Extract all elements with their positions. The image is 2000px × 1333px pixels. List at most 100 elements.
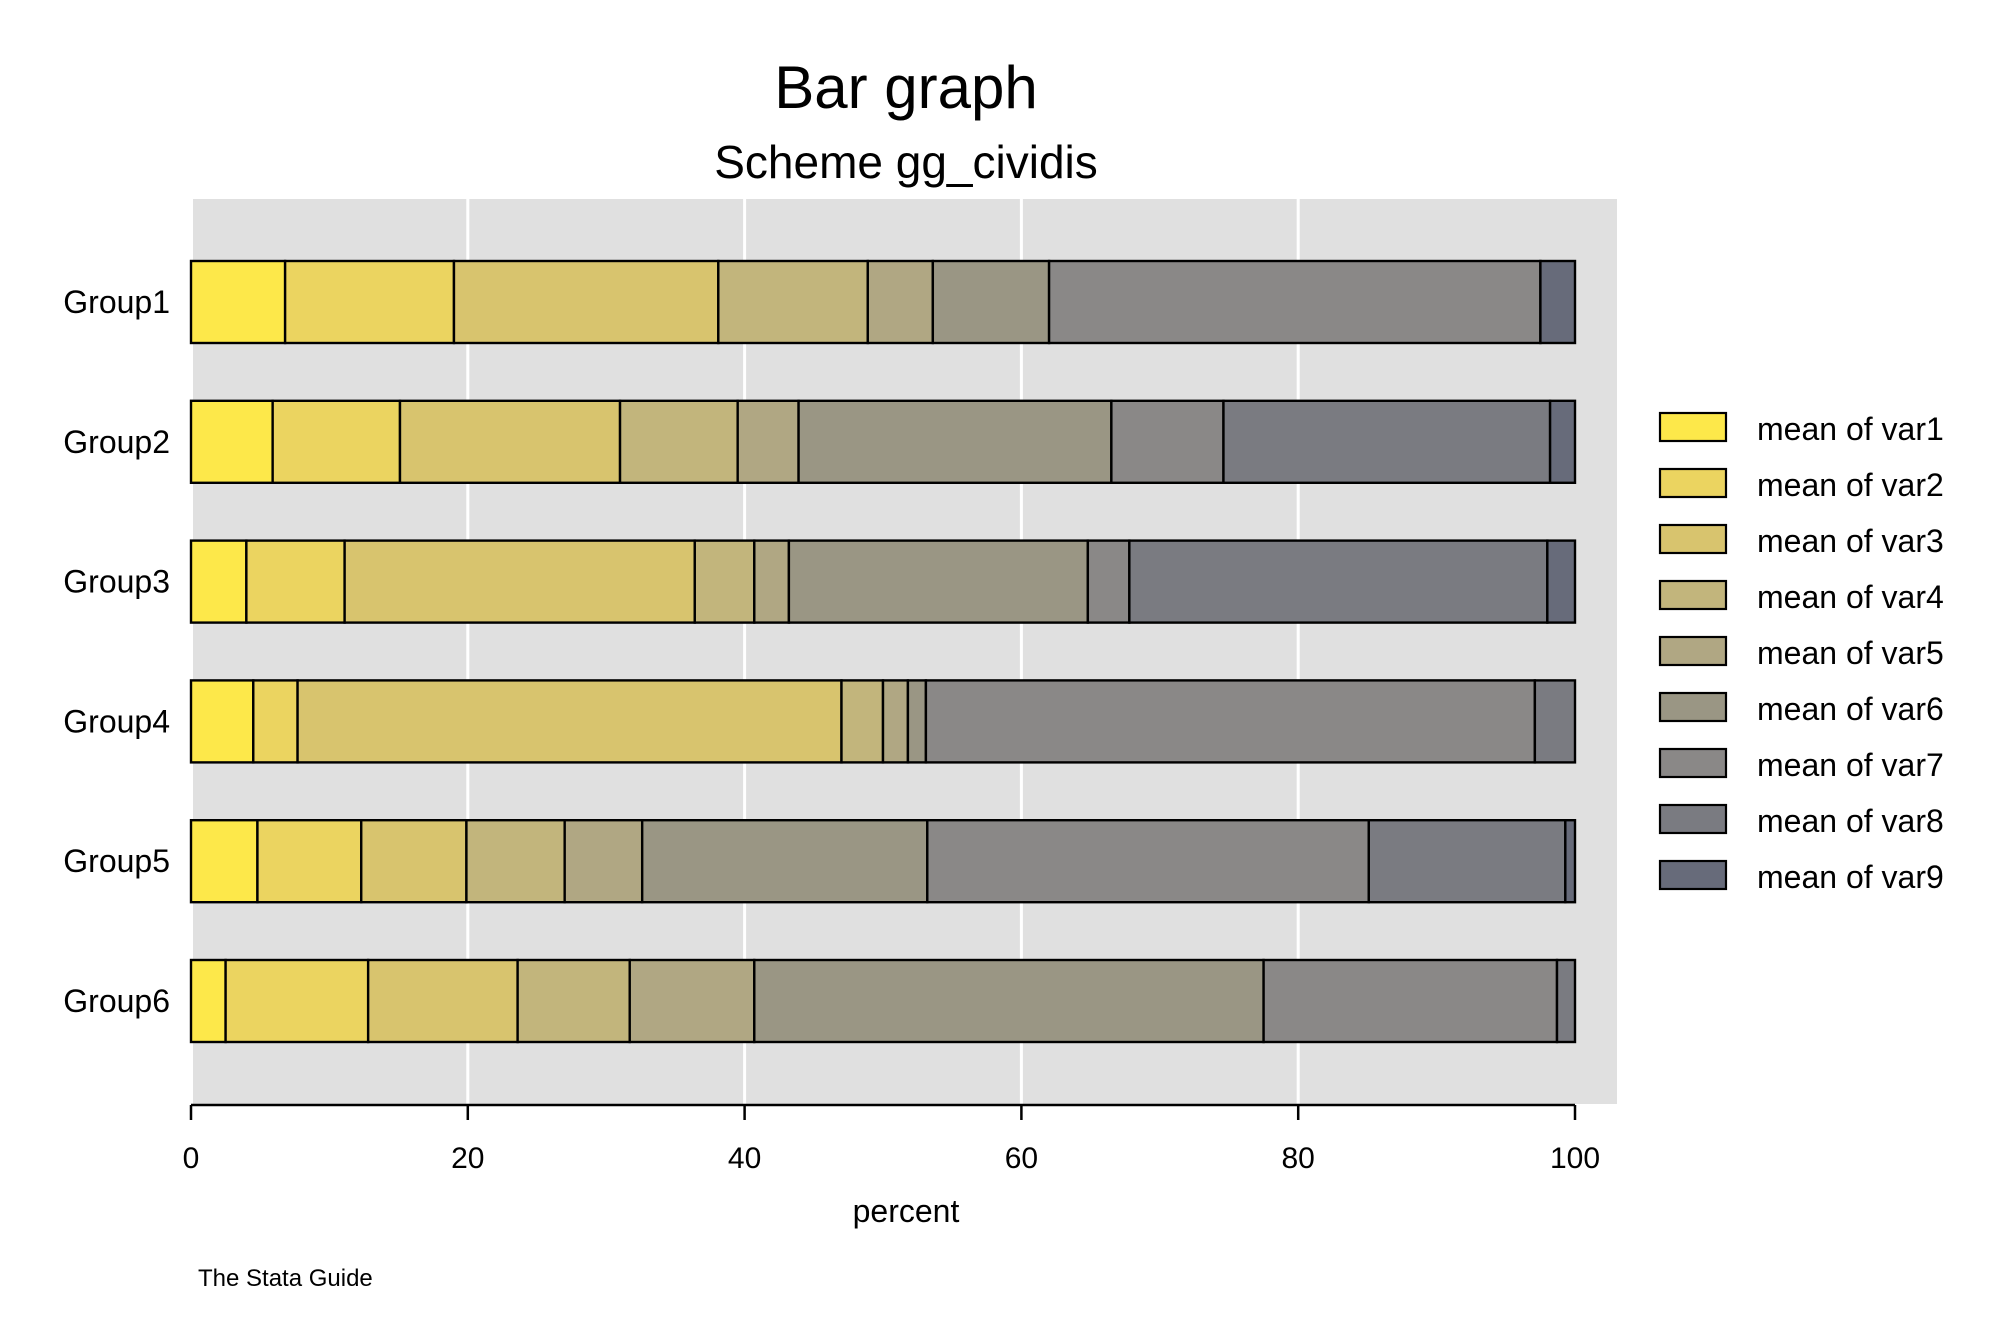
legend-swatch bbox=[1658, 747, 1728, 779]
bar-segment-var3 bbox=[296, 679, 843, 764]
category-labels: Group1 Group2 Group3 Group4 Group5 Group6 bbox=[63, 284, 170, 1019]
grid-lines bbox=[466, 199, 1300, 1104]
chart-subtitle: Scheme gg_cividis bbox=[714, 136, 1098, 188]
x-tick-label: 100 bbox=[1550, 1142, 1600, 1175]
legend-item: mean of var1 bbox=[1658, 411, 1944, 447]
bar-segment-var3 bbox=[452, 259, 720, 345]
bar-segment-var3 bbox=[360, 819, 468, 904]
bar-segment-var7 bbox=[1262, 958, 1559, 1044]
legend-item: mean of var2 bbox=[1658, 467, 1944, 503]
legend-item: mean of var8 bbox=[1658, 803, 1944, 839]
bar-segment-var8 bbox=[1533, 679, 1577, 764]
legend-item: mean of var4 bbox=[1658, 579, 1944, 615]
legend-item: mean of var3 bbox=[1658, 523, 1944, 559]
bar-segment-var7 bbox=[1047, 259, 1542, 345]
legend-item: mean of var6 bbox=[1658, 691, 1944, 727]
x-axis-ticks: 0 20 40 60 80 100 bbox=[183, 1105, 1600, 1175]
bar-stack-group5 bbox=[189, 819, 1577, 904]
legend-label: mean of var6 bbox=[1757, 691, 1944, 727]
bar-segment-var1 bbox=[189, 958, 227, 1044]
legend-label: mean of var1 bbox=[1757, 411, 1944, 447]
bar-segment-var6 bbox=[787, 539, 1090, 624]
bar-segment-var1 bbox=[189, 539, 248, 624]
bar-segment-var6 bbox=[906, 679, 928, 764]
bar-stacks bbox=[189, 259, 1577, 1044]
bar-segment-var7 bbox=[926, 819, 1370, 904]
bar-segment-var5 bbox=[736, 399, 800, 484]
legend-swatch bbox=[1658, 635, 1728, 667]
bar-segment-var3 bbox=[398, 399, 622, 484]
legend-label: mean of var4 bbox=[1757, 579, 1944, 615]
category-label: Group6 bbox=[63, 983, 170, 1019]
bar-segment-var6 bbox=[931, 259, 1051, 345]
legend-swatch bbox=[1658, 411, 1728, 443]
legend-swatch bbox=[1658, 859, 1728, 891]
bar-segment-var4 bbox=[840, 679, 885, 764]
bar-segment-var6 bbox=[797, 399, 1113, 484]
x-axis-label: percent bbox=[853, 1193, 960, 1229]
bar-stack-group4 bbox=[189, 679, 1577, 764]
bar-segment-var5 bbox=[753, 539, 791, 624]
legend-label: mean of var7 bbox=[1757, 747, 1944, 783]
bar-stack-group6 bbox=[189, 958, 1577, 1044]
bar-segment-var1 bbox=[189, 819, 259, 904]
legend: mean of var1 mean of var2 mean of var3 mean… bbox=[1658, 411, 1944, 895]
bar-segment-var7 bbox=[1110, 399, 1225, 484]
bar-segment-var2 bbox=[283, 259, 456, 345]
bar-stack-group3 bbox=[189, 539, 1577, 624]
bar-segment-var8 bbox=[1128, 539, 1549, 624]
legend-label: mean of var5 bbox=[1757, 635, 1944, 671]
bar-segment-var8 bbox=[1555, 958, 1577, 1044]
bar-segment-var5 bbox=[628, 958, 756, 1044]
bar-segment-var8 bbox=[1367, 819, 1567, 904]
bar-segment-var4 bbox=[717, 259, 869, 345]
category-label: Group4 bbox=[63, 703, 170, 739]
category-label: Group1 bbox=[63, 284, 170, 320]
legend-label: mean of var8 bbox=[1757, 803, 1944, 839]
plot-background bbox=[193, 199, 1617, 1104]
bar-segment-var9 bbox=[1546, 539, 1577, 624]
bar-segment-var5 bbox=[563, 819, 644, 904]
legend-swatch bbox=[1658, 691, 1728, 723]
bar-segment-var4 bbox=[465, 819, 566, 904]
legend-label: mean of var2 bbox=[1757, 467, 1944, 503]
bar-segment-var4 bbox=[618, 399, 739, 484]
legend-item: mean of var7 bbox=[1658, 747, 1944, 783]
bar-segment-var1 bbox=[189, 679, 255, 764]
x-tick-label: 80 bbox=[1282, 1142, 1315, 1175]
legend-swatch bbox=[1658, 579, 1728, 611]
legend-swatch bbox=[1658, 803, 1728, 835]
legend-label: mean of var3 bbox=[1757, 523, 1944, 559]
legend-label: mean of var9 bbox=[1757, 859, 1944, 895]
bar-segment-var9 bbox=[1548, 399, 1577, 484]
legend-swatch bbox=[1658, 523, 1728, 555]
bar-segment-var2 bbox=[256, 819, 363, 904]
bar-segment-var2 bbox=[245, 539, 346, 624]
bar-segment-var2 bbox=[271, 399, 402, 484]
category-label: Group3 bbox=[63, 564, 170, 600]
bar-segment-var4 bbox=[516, 958, 631, 1044]
bar-segment-var9 bbox=[1539, 259, 1577, 345]
category-label: Group2 bbox=[63, 424, 170, 460]
bar-segment-var5 bbox=[881, 679, 910, 764]
bar-segment-var9 bbox=[1564, 819, 1577, 904]
bar-stack-group1 bbox=[189, 259, 1577, 345]
bar-segment-var8 bbox=[1222, 399, 1552, 484]
bar-segment-var5 bbox=[866, 259, 935, 345]
x-tick-label: 0 bbox=[183, 1142, 200, 1175]
bar-segment-var2 bbox=[224, 958, 370, 1044]
bar-segment-var1 bbox=[189, 259, 287, 345]
legend-swatch bbox=[1658, 467, 1728, 499]
bar-segment-var1 bbox=[189, 399, 274, 484]
category-label: Group5 bbox=[63, 843, 170, 879]
bar-segment-var7 bbox=[924, 679, 1537, 764]
x-tick-label: 20 bbox=[451, 1142, 484, 1175]
bar-segment-var3 bbox=[343, 539, 696, 624]
legend-item: mean of var5 bbox=[1658, 635, 1944, 671]
bar-stack-group2 bbox=[189, 399, 1577, 484]
bar-segment-var3 bbox=[366, 958, 519, 1044]
legend-item: mean of var9 bbox=[1658, 859, 1944, 895]
x-tick-label: 40 bbox=[728, 1142, 761, 1175]
chart-note: The Stata Guide bbox=[198, 1265, 373, 1292]
